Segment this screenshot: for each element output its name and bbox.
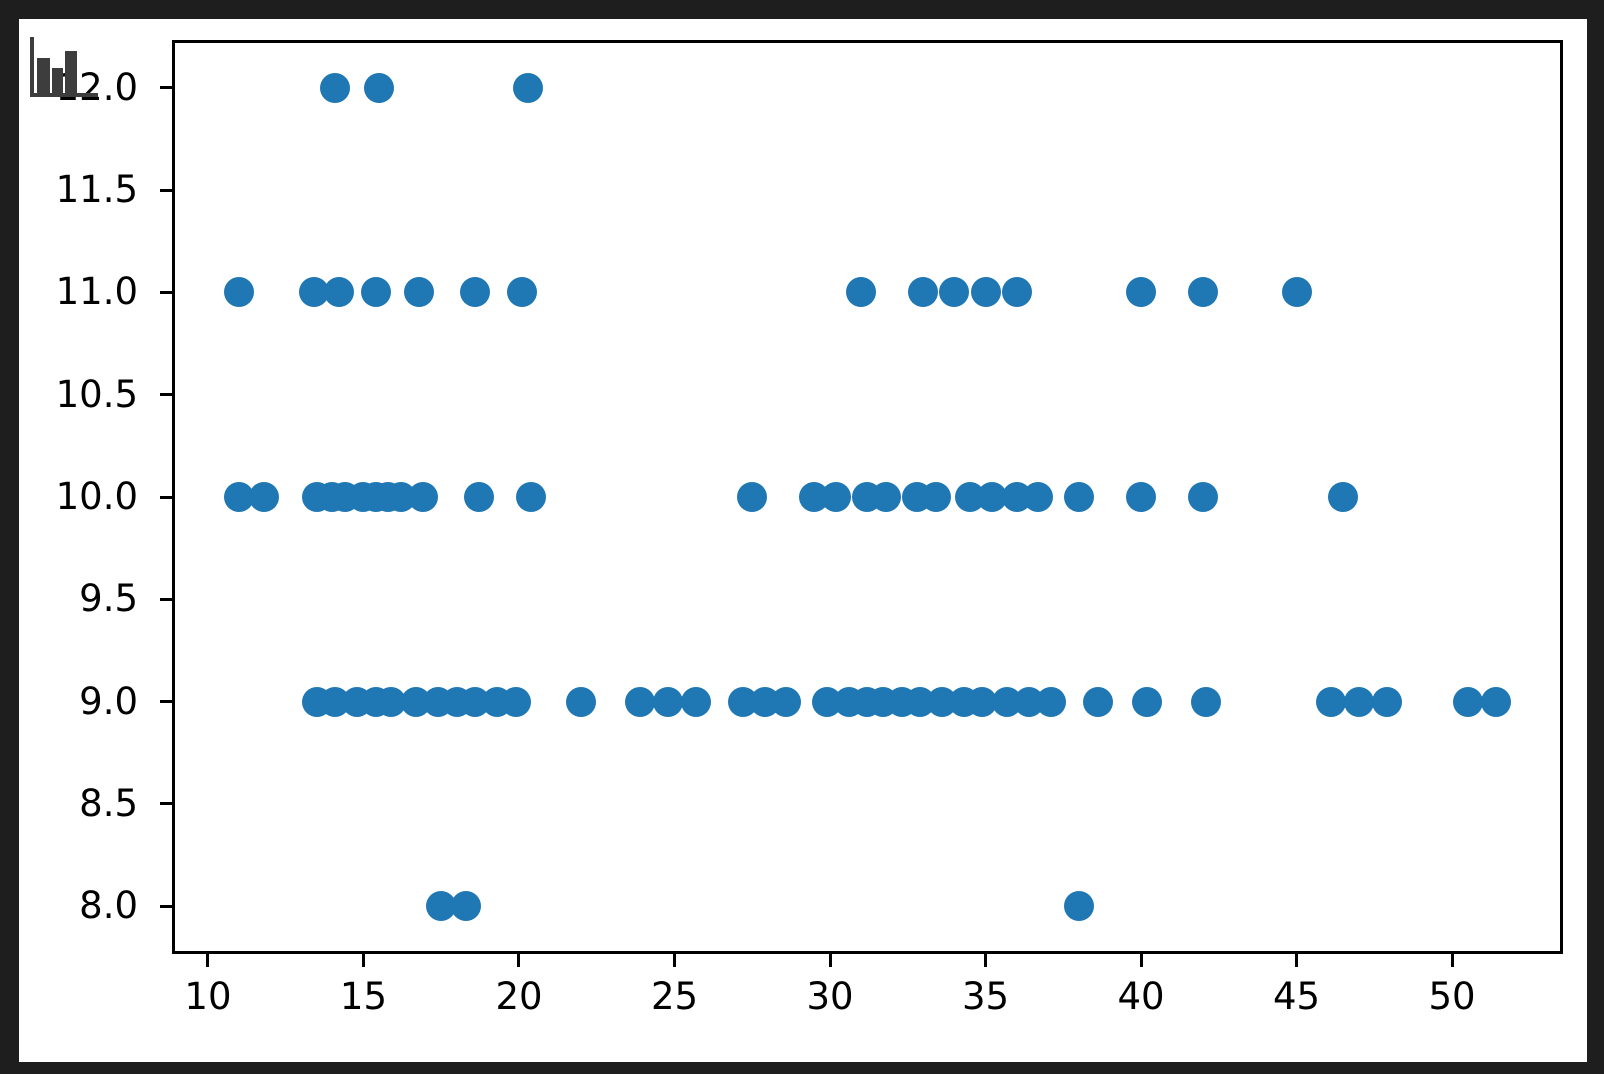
scatter-point (500, 686, 531, 717)
scatter-point (939, 277, 970, 308)
bar-chart-icon-bar (37, 58, 50, 93)
y-tick-mark (160, 290, 172, 294)
scatter-point (1001, 277, 1032, 308)
scatter-point (320, 72, 351, 103)
scatter-point (1191, 686, 1222, 717)
y-tick-mark (160, 86, 172, 90)
scatter-point (737, 482, 768, 512)
scatter-point (248, 482, 279, 512)
scatter-point (224, 277, 255, 308)
scatter-point (451, 891, 482, 921)
scatter-point (970, 277, 1001, 308)
x-tick-mark (517, 954, 521, 967)
y-tick-label: 9.0 (79, 679, 138, 723)
y-tick-label: 8.5 (79, 781, 138, 825)
plot-area (172, 40, 1563, 954)
y-tick-label: 10.5 (55, 372, 138, 416)
scatter-point (463, 482, 494, 512)
bar-chart-icon-bar (52, 68, 63, 93)
scatter-point (681, 686, 712, 717)
x-tick-label: 25 (650, 975, 699, 1018)
x-tick-mark (206, 954, 210, 967)
x-tick-label: 40 (1117, 975, 1165, 1018)
figure: 10 15 20 25 30 35 40 45 50 12.0 11.5 11.0 10.5 10.0 9.… (19, 19, 1587, 1062)
x-tick-mark (1450, 954, 1454, 967)
bar-chart-icon-axis-vertical (30, 37, 34, 97)
scatter-point (1343, 686, 1374, 717)
scatter-point (1082, 686, 1113, 717)
scatter-point (1023, 482, 1054, 512)
scatter-point (323, 277, 354, 308)
scatter-point (364, 72, 395, 103)
y-tick-mark (160, 802, 172, 806)
scatter-point (846, 277, 877, 308)
y-tick-mark (160, 393, 172, 397)
y-tick-mark (160, 700, 172, 703)
scatter-point (460, 277, 491, 308)
x-tick-label: 20 (495, 975, 543, 1018)
y-tick-label: 11.0 (55, 270, 138, 314)
scatter-point (407, 482, 438, 512)
scatter-point (513, 72, 544, 103)
x-tick-label: 50 (1428, 975, 1476, 1018)
scatter-point (771, 686, 802, 717)
x-tick-mark (984, 954, 988, 967)
scatter-point (1371, 686, 1402, 717)
scatter-point (871, 482, 901, 512)
scatter-point (1281, 277, 1312, 308)
bar-chart-icon-bar (65, 51, 77, 93)
x-tick-label: 35 (961, 975, 1010, 1018)
x-tick-label: 15 (339, 975, 388, 1018)
x-tick-label: 10 (184, 975, 232, 1018)
bar-chart-icon[interactable] (30, 35, 118, 101)
scatter-point (1063, 891, 1094, 921)
x-tick-mark (361, 954, 365, 967)
y-tick-label: 10.0 (55, 475, 138, 518)
scatter-point (1452, 686, 1483, 717)
scatter-point (653, 686, 684, 717)
scatter-point (360, 277, 391, 308)
bar-chart-icon-axis-horizontal (30, 93, 98, 97)
y-tick-mark (160, 495, 172, 499)
scatter-point (821, 482, 852, 512)
x-tick-mark (1295, 954, 1299, 967)
y-tick-label: 9.5 (79, 577, 138, 621)
scatter-point (1328, 482, 1359, 512)
scatter-point (920, 482, 951, 512)
scatter-point (1480, 686, 1511, 717)
x-tick-label: 30 (806, 975, 854, 1018)
scatter-point (1035, 686, 1066, 717)
scatter-point (908, 277, 939, 308)
scatter-point (1063, 482, 1094, 512)
y-tick-label: 8.0 (79, 884, 138, 927)
x-tick-mark (828, 954, 832, 967)
scatter-point (1126, 277, 1157, 308)
scatter-point (625, 686, 656, 717)
x-tick-mark (673, 954, 676, 967)
y-tick-mark (160, 904, 172, 908)
scatter-point (566, 686, 597, 717)
scatter-point (1188, 277, 1219, 308)
scatter-point (1126, 482, 1157, 512)
scatter-point (1315, 686, 1346, 717)
scatter-point (1188, 482, 1219, 512)
x-tick-mark (1139, 954, 1143, 967)
scatter-point (1132, 686, 1163, 717)
x-tick-label: 45 (1273, 975, 1321, 1018)
y-tick-label: 11.5 (55, 168, 138, 212)
y-tick-mark (160, 597, 172, 601)
scatter-point (404, 277, 435, 308)
scatter-point (516, 482, 547, 512)
scatter-point (507, 277, 538, 308)
y-tick-mark (160, 188, 172, 192)
